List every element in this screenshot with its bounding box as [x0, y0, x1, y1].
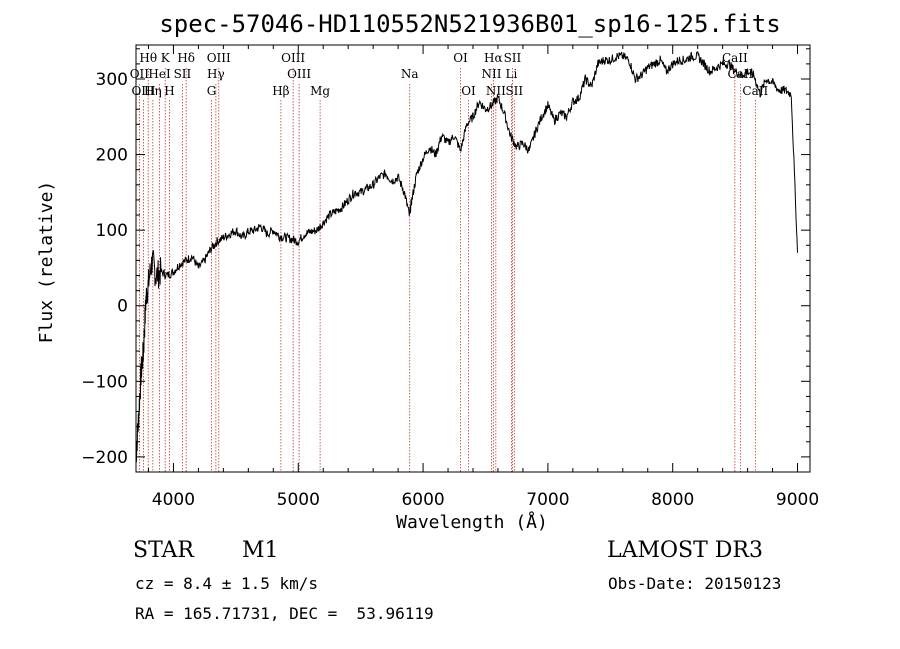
y-tick-label: 200: [96, 146, 128, 166]
spectral-line-label: OI: [461, 84, 476, 98]
spectral-line-label: Hδ: [177, 51, 195, 65]
spectral-line-label: SII: [505, 84, 523, 98]
object-subclass: M1: [242, 538, 279, 563]
spectral-line-label: Hθ: [139, 51, 157, 65]
spectral-line-label: OIII: [207, 51, 231, 65]
y-tick-label: −100: [81, 372, 128, 392]
spectral-line-label: Na: [401, 67, 419, 81]
spectral-line-label: Hα: [484, 51, 503, 65]
spectral-line-label: NII: [481, 67, 501, 81]
redshift-text: cz = 8.4 ± 1.5 km/s: [135, 574, 319, 593]
x-tick-label: 7000: [526, 490, 569, 510]
y-tick-label: 0: [117, 297, 128, 317]
flux-series-line: [135, 51, 798, 463]
y-axis-label: Flux (relative): [36, 181, 57, 344]
spectral-line-label: NII: [486, 84, 506, 98]
spectral-line-label: Li: [506, 67, 518, 81]
y-tick-label: 100: [96, 221, 128, 241]
spectral-line-label: H: [164, 84, 174, 98]
plot-frame: [135, 44, 811, 473]
spectral-line-label: OII: [130, 67, 150, 81]
spectral-line-label: HeI: [148, 67, 171, 81]
chart-title: spec-57046-HD110552N521936B01_sp16-125.f…: [159, 10, 780, 38]
spectrum-plot: spec-57046-HD110552N521936B01_sp16-125.f…: [36, 10, 819, 533]
object-class: STAR: [133, 538, 194, 563]
observation-date: Obs-Date: 20150123: [608, 574, 782, 593]
y-tick-label: 300: [96, 70, 128, 90]
x-tick-label: 8000: [651, 490, 694, 510]
ra-dec-text: RA = 165.71731, DEC = 53.96119: [135, 604, 434, 623]
survey-name: LAMOST DR3: [607, 538, 763, 563]
x-tick-label: 5000: [277, 490, 320, 510]
spectral-line-label: SII: [504, 51, 522, 65]
spectral-line-label: Mg: [310, 84, 330, 98]
y-tick-label: −200: [81, 448, 128, 468]
axis-ticks: 4000 5000 6000 7000 8000 9000 −200 −100 0 100 200 3…: [81, 45, 819, 510]
x-tick-label: 4000: [152, 490, 195, 510]
spectral-line-label: Hγ: [207, 67, 225, 81]
spectral-line-label: Hβ: [272, 84, 289, 98]
spectral-line-label: Hη: [144, 84, 162, 98]
spectral-line-label: K: [161, 51, 171, 65]
spectral-line-label: OIII: [287, 67, 311, 81]
spectral-line-label: CaII: [722, 51, 748, 65]
spectral-line-label: G: [207, 84, 217, 98]
spectral-line-label: OIII: [281, 51, 305, 65]
spectral-line-label: OI: [453, 51, 468, 65]
spectral-line-label: SII: [174, 67, 192, 81]
spectral-line-label: CaII: [742, 84, 768, 98]
x-axis-label: Wavelength (Å): [396, 511, 548, 533]
spectral-line-markers: [138, 68, 756, 472]
x-tick-label: 6000: [401, 490, 444, 510]
x-tick-label: 9000: [776, 490, 819, 510]
